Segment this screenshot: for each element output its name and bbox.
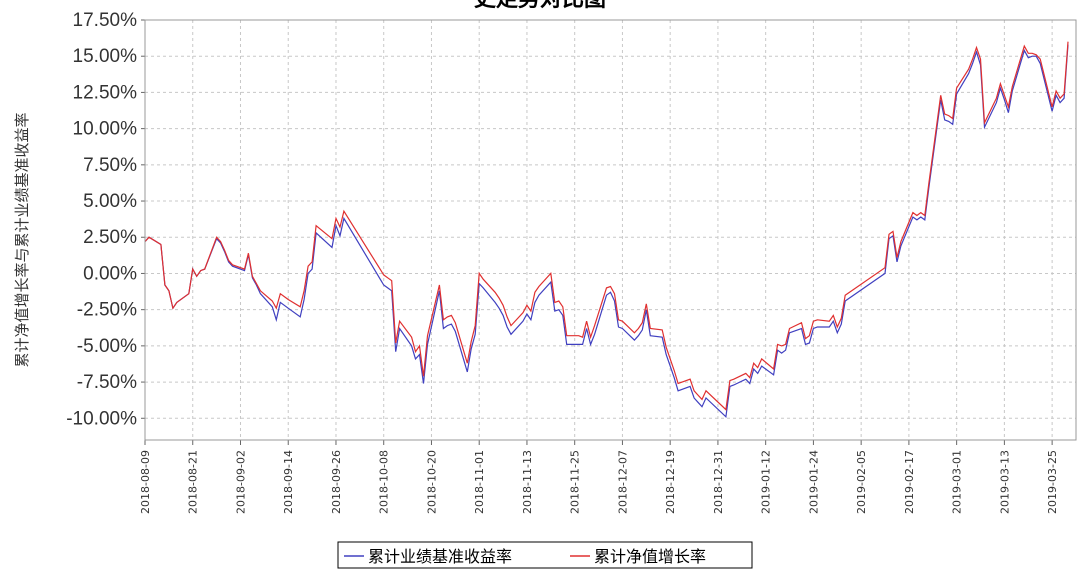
- y-tick-label: 10.00%: [73, 119, 138, 140]
- series-line-0: [144, 44, 1069, 419]
- x-tick-label: 2018-10-08: [378, 450, 391, 514]
- series-line-1: [144, 41, 1069, 411]
- x-tick-label: 2018-09-26: [330, 450, 343, 514]
- x-tick-label: 2018-12-07: [616, 450, 629, 514]
- y-tick-label: 15.00%: [73, 46, 138, 67]
- plot-frame: [144, 19, 1077, 441]
- x-tick-label: 2018-09-02: [234, 450, 247, 514]
- y-tick-label: -7.50%: [77, 372, 137, 393]
- y-tick-label: -2.50%: [77, 300, 137, 321]
- x-tick-label: 2018-08-21: [187, 450, 200, 514]
- x-tick-label: 2019-03-25: [1046, 450, 1059, 514]
- series-lines: [144, 41, 1069, 419]
- legend: 累计业绩基准收益率 累计净值增长率: [337, 541, 753, 569]
- y-tick-label: -10.00%: [66, 408, 137, 429]
- y-tick-label: 2.50%: [83, 227, 137, 248]
- chart-title: 史走势对比图: [474, 0, 606, 12]
- y-tick-label: 17.50%: [73, 10, 138, 31]
- x-tick-label: 2018-11-13: [521, 450, 534, 514]
- y-tick-label: -5.00%: [77, 336, 137, 357]
- x-tick-label: 2019-03-01: [951, 450, 964, 514]
- x-tick-label: 2018-12-31: [712, 450, 725, 514]
- legend-label-nav-growth: 累计净值增长率: [594, 547, 706, 566]
- x-tick-label: 2019-02-17: [903, 450, 916, 514]
- y-tick-label: 12.50%: [73, 82, 138, 103]
- x-tick-label: 2019-03-13: [998, 450, 1011, 514]
- x-tick-label: 2019-01-24: [807, 450, 820, 514]
- x-tick-label: 2018-12-19: [664, 450, 677, 514]
- x-tick-label: 2019-02-05: [855, 450, 868, 514]
- legend-label-benchmark: 累计业绩基准收益率: [368, 547, 512, 566]
- x-tick-label: 2018-11-01: [473, 450, 486, 514]
- x-tick-label: 2018-11-25: [569, 450, 582, 514]
- legend-box: [337, 541, 753, 569]
- y-tick-label: 0.00%: [83, 263, 137, 284]
- y-tick-label: 7.50%: [83, 155, 137, 176]
- x-tick-label: 2018-08-09: [139, 450, 152, 514]
- x-axis-ticks: 2018-08-09 2018-08-21 2018-09-02 2018-09-14…: [139, 440, 1059, 514]
- grid: [144, 19, 1076, 440]
- x-tick-label: 2018-09-14: [282, 450, 295, 514]
- y-tick-label: 5.00%: [83, 191, 137, 212]
- x-tick-label: 2018-10-20: [425, 450, 438, 514]
- x-tick-label: 2019-01-12: [760, 450, 773, 514]
- y-axis-ticks: 17.50% 15.00% 12.50% 10.00% 7.50% 5.00% 2.50% 0…: [66, 10, 145, 429]
- y-axis-label: 累计净值增长率与累计业绩基准收益率: [13, 112, 31, 367]
